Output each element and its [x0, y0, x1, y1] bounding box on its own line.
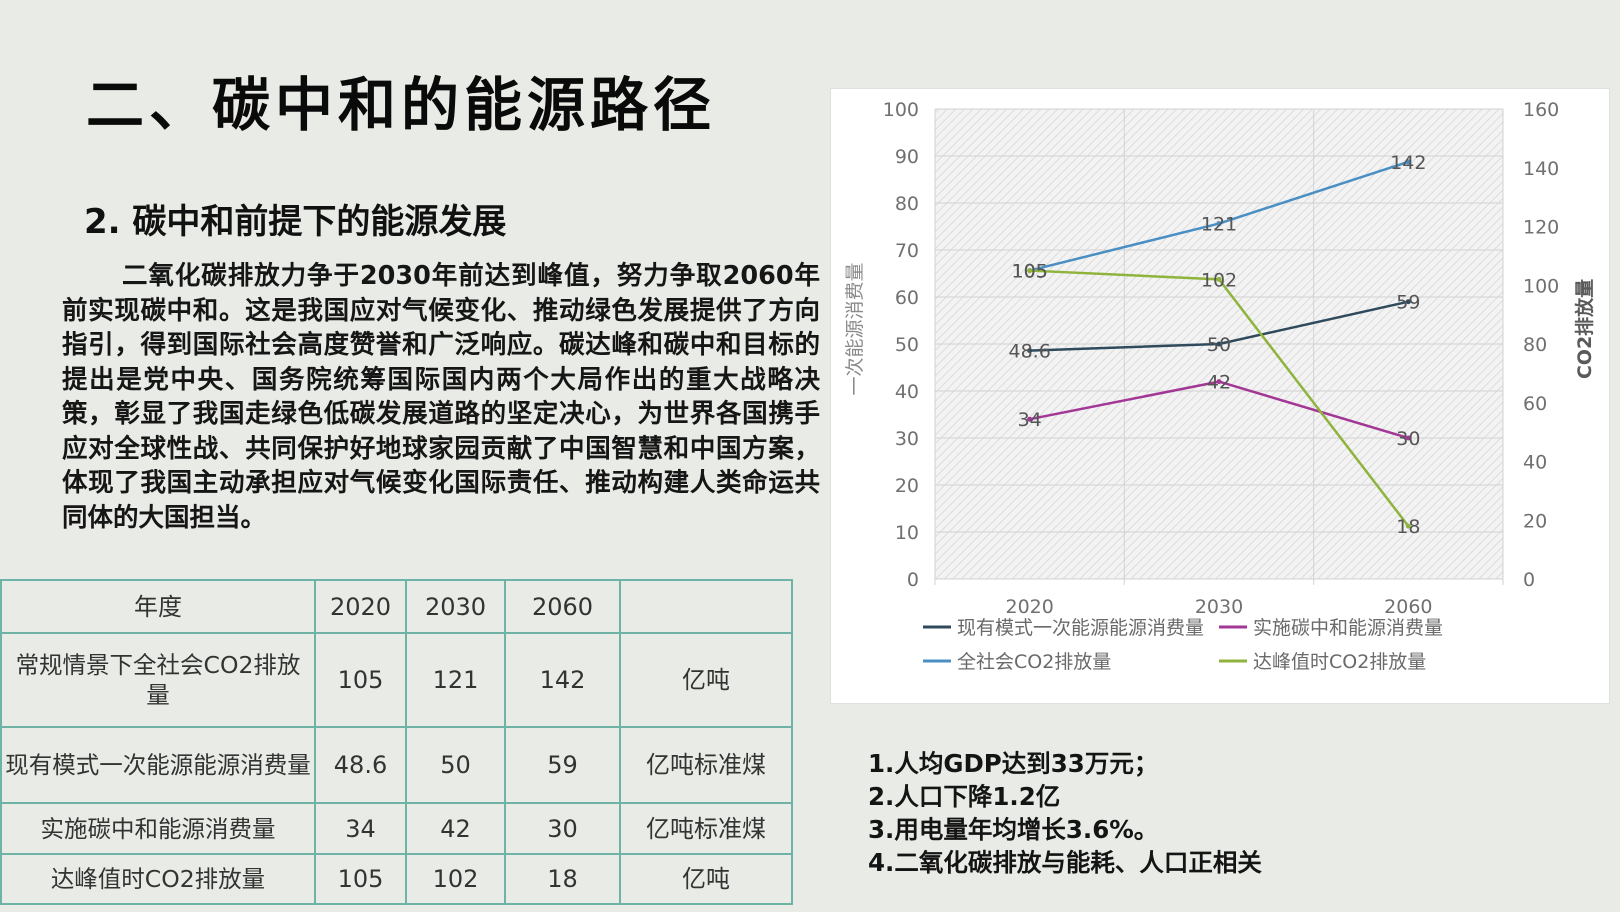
y-right-tick-label: 80: [1523, 334, 1547, 356]
table-cell: 18: [504, 853, 621, 905]
y-right-tick-label: 140: [1523, 158, 1559, 180]
y-left-tick-label: 50: [895, 334, 919, 356]
data-label: 48.6: [1009, 341, 1051, 363]
unit-cell: 亿吨标准煤: [619, 726, 793, 804]
data-point: [1405, 159, 1411, 165]
x-tick-label: 2020: [1005, 596, 1053, 618]
row-label: 常规情景下全社会CO2排放量: [0, 632, 316, 728]
data-point: [1405, 299, 1411, 305]
data-table: 年度 2020 2030 2060 常规情景下全社会CO2排放量 105 121…: [0, 579, 793, 905]
table-cell: 121: [405, 632, 506, 728]
table-cell: 34: [314, 802, 407, 855]
table-cell: 59: [504, 726, 621, 804]
row-label: 达峰值时CO2排放量: [0, 853, 316, 905]
y-left-tick-label: 80: [895, 193, 919, 215]
data-point: [1216, 341, 1222, 347]
y-left-tick-label: 70: [895, 240, 919, 262]
y-left-tick-label: 0: [907, 569, 919, 591]
table-row: 达峰值时CO2排放量 105 102 18 亿吨: [0, 853, 793, 905]
table-cell: 30: [504, 802, 621, 855]
data-label: 30: [1396, 428, 1420, 450]
data-label: 142: [1390, 152, 1426, 174]
data-label: 102: [1201, 269, 1237, 291]
data-point: [1027, 348, 1033, 354]
section-subtitle: 2. 碳中和前提下的能源发展: [84, 202, 507, 242]
table-row: 现有模式一次能源能源消费量 48.6 50 59 亿吨标准煤: [0, 726, 793, 804]
table-row: 实施碳中和能源消费量 34 42 30 亿吨标准煤: [0, 802, 793, 855]
legend-label: 全社会CO2排放量: [957, 651, 1111, 673]
data-point: [1216, 379, 1222, 385]
data-point: [1216, 276, 1222, 282]
y-right-tick-label: 20: [1523, 510, 1547, 532]
table-header-cell: 2030: [405, 579, 506, 634]
table-cell: 42: [405, 802, 506, 855]
table-header-cell: 2060: [504, 579, 621, 634]
table-header-cell: [619, 579, 793, 634]
row-label: 现有模式一次能源能源消费量: [0, 726, 316, 804]
data-point: [1027, 416, 1033, 422]
table-cell: 50: [405, 726, 506, 804]
table-cell: 48.6: [314, 726, 407, 804]
y-left-tick-label: 60: [895, 287, 919, 309]
row-label: 实施碳中和能源消费量: [0, 802, 316, 855]
y-left-tick-label: 40: [895, 381, 919, 403]
note-item: 3.用电量年均增长3.6%。: [868, 815, 1159, 844]
unit-cell: 亿吨标准煤: [619, 802, 793, 855]
data-point: [1405, 523, 1411, 529]
y-left-tick-label: 20: [895, 475, 919, 497]
table-header-cell: 年度: [0, 579, 316, 634]
data-label: 18: [1396, 516, 1420, 538]
y-left-tick-label: 10: [895, 522, 919, 544]
table-header-cell: 2020: [314, 579, 407, 634]
unit-cell: 亿吨: [619, 632, 793, 728]
y-left-axis-title: 一次能源消费量: [844, 262, 866, 395]
table-cell: 105: [314, 853, 407, 905]
table-cell: 102: [405, 853, 506, 905]
note-item: 1.人均GDP达到33万元；: [868, 749, 1159, 778]
data-point: [1027, 268, 1033, 274]
legend-label: 达峰值时CO2排放量: [1253, 651, 1426, 673]
legend-label: 现有模式一次能源能源消费量: [957, 617, 1204, 639]
data-point: [1405, 435, 1411, 441]
data-label: 59: [1396, 292, 1420, 314]
y-right-tick-label: 60: [1523, 393, 1547, 415]
line-chart: 0102030405060708090100020406080100120140…: [844, 99, 1596, 673]
chart-panel: 0 10 20 30 40 50 60 70 80 90 100 0 20 40 60 80 100 120 140…: [830, 88, 1610, 704]
y-right-tick-label: 40: [1523, 452, 1547, 474]
unit-cell: 亿吨: [619, 853, 793, 905]
y-left-tick-label: 100: [883, 99, 919, 121]
y-left-tick-label: 90: [895, 146, 919, 168]
data-label: 42: [1207, 372, 1231, 394]
note-item: 2.人口下降1.2亿: [868, 782, 1061, 811]
data-label: 34: [1018, 409, 1042, 431]
table-row: 常规情景下全社会CO2排放量 105 121 142 亿吨: [0, 632, 793, 728]
data-label: 105: [1012, 261, 1048, 283]
table-cell: 142: [504, 632, 621, 728]
intro-paragraph: 二氧化碳排放力争于2030年前达到峰值，努力争取2060年前实现碳中和。这是我国…: [62, 261, 820, 533]
notes-list: 1.人均GDP达到33万元； 2.人口下降1.2亿 3.用电量年均增长3.6%。…: [868, 747, 1262, 879]
data-point: [1216, 221, 1222, 227]
legend-label: 实施碳中和能源消费量: [1253, 617, 1443, 639]
note-item: 4.二氧化碳排放与能耗、人口正相关: [868, 848, 1262, 877]
x-tick-label: 2030: [1195, 596, 1243, 618]
data-label: 50: [1207, 334, 1231, 356]
table-cell: 105: [314, 632, 407, 728]
y-right-axis-title: CO2排放量: [1573, 279, 1596, 379]
table-header-row: 年度 2020 2030 2060: [0, 579, 793, 634]
y-right-tick-label: 100: [1523, 275, 1559, 297]
y-right-tick-label: 160: [1523, 99, 1559, 121]
y-right-tick-label: 0: [1523, 569, 1535, 591]
x-tick-label: 2060: [1384, 596, 1432, 618]
page-title: 二、碳中和的能源路径: [86, 71, 717, 139]
data-label: 121: [1201, 214, 1237, 236]
y-left-tick-label: 30: [895, 428, 919, 450]
y-right-tick-label: 120: [1523, 217, 1559, 239]
